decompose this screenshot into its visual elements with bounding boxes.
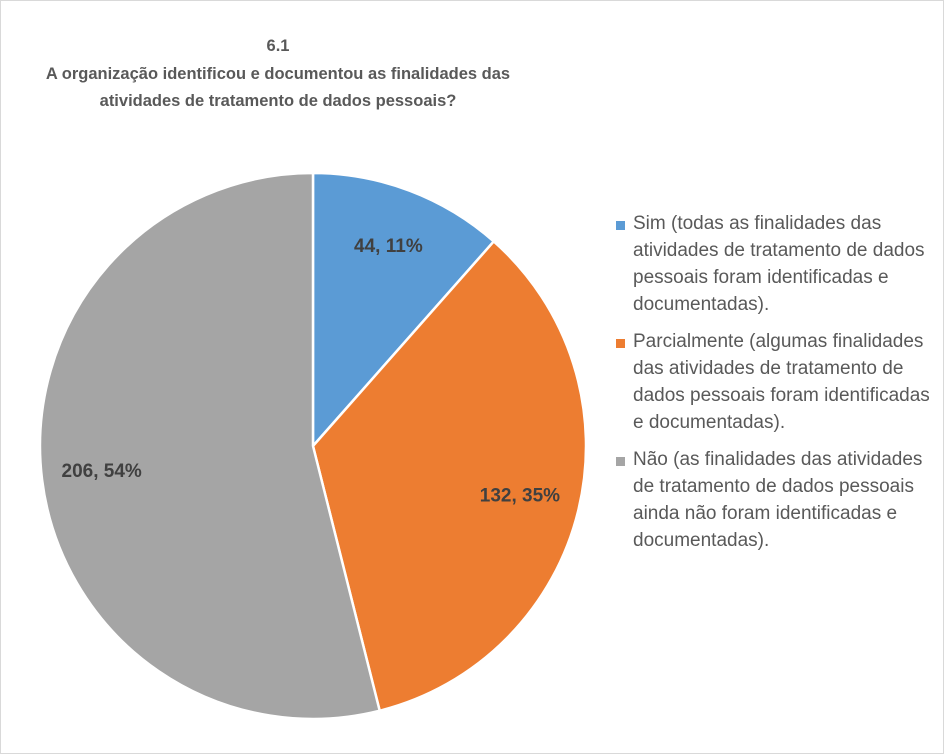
data-label: 132, 35% [480, 485, 560, 506]
legend-label: Parcialmente (algumas finalidades das at… [633, 331, 930, 433]
legend-swatch [616, 457, 625, 466]
title-block: 6.1 A organização identificou e document… [40, 33, 516, 116]
legend-label: Não (as finalidades das atividades de tr… [633, 449, 923, 551]
legend-swatch [616, 221, 625, 230]
chart-subtitle: A organização identificou e documentou a… [45, 64, 511, 111]
pie-slice [311, 239, 588, 713]
chart-title: 6.1 [266, 37, 290, 55]
pie-slice [311, 171, 496, 450]
legend: Sim (todas as finalidades das atividades… [616, 210, 936, 554]
data-label: 206, 54% [62, 461, 142, 482]
data-label: 44, 11% [354, 236, 423, 257]
pie-slice [38, 171, 382, 721]
legend-swatch [616, 339, 625, 348]
legend-entry: Sim (todas as finalidades das atividades… [616, 210, 936, 318]
legend-entry: Não (as finalidades das atividades de tr… [616, 446, 936, 554]
legend-entry: Parcialmente (algumas finalidades das at… [616, 328, 936, 436]
legend-label: Sim (todas as finalidades das atividades… [633, 213, 925, 315]
